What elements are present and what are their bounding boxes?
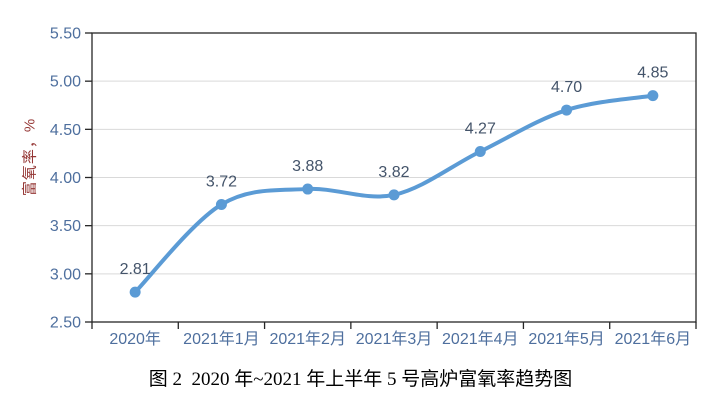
x-tick-label: 2021年4月 xyxy=(442,330,519,348)
data-point-marker xyxy=(647,90,659,102)
y-tick-label: 4.00 xyxy=(50,170,81,187)
data-point-label: 4.85 xyxy=(637,65,668,82)
x-tick-label: 2020年 xyxy=(109,330,161,348)
y-tick-label: 3.50 xyxy=(50,218,81,235)
data-point-label: 3.72 xyxy=(206,173,237,190)
data-point-marker xyxy=(474,145,486,157)
data-point-label: 4.70 xyxy=(551,79,582,96)
x-tick-label: 2021年3月 xyxy=(356,330,433,348)
x-tick-label: 2021年6月 xyxy=(615,330,692,348)
y-axis-title-text: 富氧率，% xyxy=(21,117,39,197)
data-point-marker xyxy=(215,198,227,210)
y-tick-label: 5.00 xyxy=(50,74,81,91)
data-point-marker xyxy=(388,189,400,201)
y-tick-label: 5.50 xyxy=(50,26,81,43)
figure-caption: 图 2 2020 年~2021 年上半年 5 号高炉富氧率趋势图 xyxy=(148,369,573,390)
x-tick-label: 2021年2月 xyxy=(269,330,346,348)
data-point-marker xyxy=(561,104,573,116)
data-point-marker xyxy=(129,286,141,298)
data-point-marker xyxy=(302,183,314,195)
data-point-label: 4.27 xyxy=(465,120,496,137)
x-tick-label: 2021年1月 xyxy=(183,330,260,348)
data-point-label: 3.88 xyxy=(292,158,323,175)
data-point-label: 2.81 xyxy=(120,261,151,278)
data-point-label: 3.82 xyxy=(378,164,409,181)
y-tick-label: 3.00 xyxy=(50,266,81,283)
y-tick-label: 4.50 xyxy=(50,122,81,139)
y-tick-label: 2.50 xyxy=(50,315,81,332)
x-tick-label: 2021年5月 xyxy=(528,330,605,348)
